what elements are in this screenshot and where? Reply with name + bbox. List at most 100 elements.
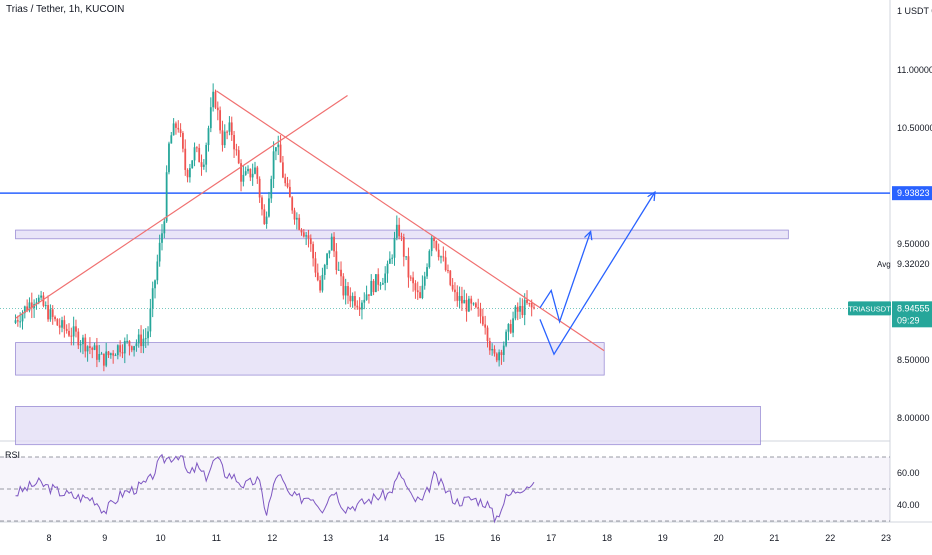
candle-body (286, 183, 289, 187)
candle-body (98, 354, 101, 360)
candle-body (349, 295, 352, 302)
candle-body (500, 352, 503, 356)
time-axis-tick: 11 (212, 533, 221, 543)
candle-body (451, 284, 454, 290)
last-price-badge (892, 301, 932, 328)
candle-body (21, 313, 24, 322)
candle-body (512, 318, 514, 333)
time-axis-tick: 16 (490, 533, 500, 543)
candle-body (156, 261, 159, 281)
candle-body (84, 337, 87, 352)
candle-body (188, 168, 191, 178)
candle-body (228, 122, 231, 132)
candle-body (314, 258, 317, 273)
candle-body (102, 353, 105, 366)
candle-body (107, 351, 110, 356)
candle-body (454, 289, 456, 293)
candle-body (507, 324, 510, 332)
candle-body (23, 306, 26, 314)
candle-body (495, 353, 498, 361)
candle-body (44, 305, 47, 307)
candle-body (226, 131, 228, 133)
candle-body (470, 298, 473, 304)
candle-body (481, 316, 484, 325)
candle-body (140, 334, 142, 347)
candle-body (279, 144, 282, 163)
candle-body (307, 235, 310, 239)
candle-body (151, 288, 154, 309)
candle-body (342, 276, 345, 296)
candle-body (198, 147, 201, 163)
candle-body (133, 346, 135, 351)
candle-body (461, 295, 463, 304)
candle-body (200, 162, 203, 167)
symbol-name-badge-text: TRIASUSDT (848, 304, 891, 313)
candle-body (323, 264, 326, 275)
candle-body (72, 326, 75, 337)
candle-body (261, 197, 263, 210)
candle-body (372, 280, 375, 293)
candle-body (195, 147, 198, 149)
candle-body (368, 294, 370, 296)
candle-body (354, 296, 356, 306)
candle-body (272, 151, 275, 179)
candle-body (19, 321, 22, 323)
candle-body (284, 177, 287, 184)
candle-body (384, 273, 387, 284)
candles-group (14, 83, 535, 372)
candle-body (419, 292, 421, 299)
candle-body (477, 307, 480, 309)
candle-body (119, 345, 122, 353)
candle-body (214, 91, 217, 108)
candle-body (63, 320, 66, 329)
candle-body (472, 303, 475, 305)
candle-body (230, 122, 233, 136)
candle-body (68, 330, 70, 336)
candle-body (91, 347, 94, 350)
candle-body (177, 127, 180, 130)
candle-body (242, 174, 245, 182)
candle-body (528, 302, 531, 304)
candle-body (444, 257, 447, 271)
price-axis-tick: 11.00000 (897, 65, 932, 75)
candle-body (254, 167, 256, 174)
candle-body (388, 258, 391, 264)
candle-body (486, 327, 489, 342)
candle-body (128, 340, 131, 347)
candle-body (300, 229, 303, 233)
candle-body (409, 277, 412, 279)
candle-body (505, 331, 507, 346)
candle-body (142, 338, 145, 347)
candle-body (400, 236, 403, 238)
candle-body (523, 299, 526, 316)
candle-body (130, 346, 133, 351)
candle-body (361, 302, 363, 310)
candle-body (514, 306, 517, 319)
candle-body (144, 338, 147, 340)
candle-body (70, 335, 73, 337)
rsi-axis-tick: 60.00 (897, 468, 920, 478)
candle-body (484, 324, 487, 328)
candle-body (356, 305, 359, 308)
candle-body (423, 276, 426, 286)
time-axis-tick: 9 (102, 533, 107, 543)
candle-body (165, 172, 168, 222)
candle-body (275, 147, 277, 152)
candle-body (172, 123, 175, 136)
candle-body (526, 299, 528, 303)
support-resistance-zone (15, 405, 761, 446)
candle-body (193, 147, 196, 161)
candle-body (291, 197, 294, 211)
candle-body (89, 346, 91, 348)
candle-body (293, 210, 296, 220)
candle-body (416, 290, 419, 293)
time-axis-tick: 10 (156, 533, 166, 543)
candle-body (149, 308, 152, 332)
candle-body (75, 326, 77, 332)
candle-body (186, 169, 189, 178)
candle-body (344, 286, 347, 296)
candle-body (240, 163, 242, 182)
candle-body (135, 343, 138, 347)
